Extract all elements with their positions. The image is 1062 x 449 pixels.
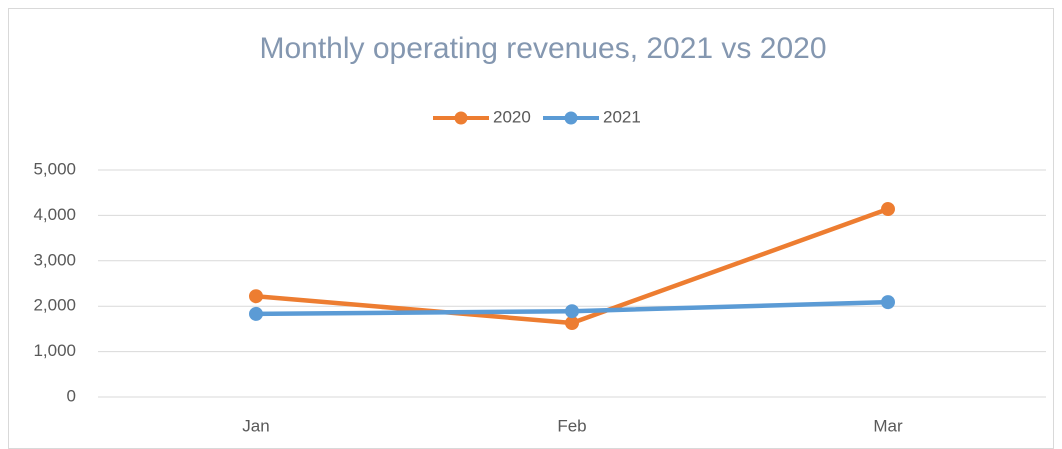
point — [249, 289, 263, 304]
point — [565, 315, 579, 330]
legend-marker — [564, 111, 578, 125]
legend-label: 2021 — [603, 107, 641, 126]
x-tick-label: Feb — [557, 416, 586, 435]
point — [881, 295, 895, 310]
y-tick-label: 1,000 — [33, 341, 76, 360]
y-tick-label: 3,000 — [33, 250, 76, 269]
legend-marker — [454, 111, 468, 125]
chart-border — [8, 8, 1054, 449]
point — [881, 202, 895, 217]
chart-title: Monthly operating revenues, 2021 vs 2020 — [259, 32, 826, 65]
point — [249, 306, 263, 321]
y-tick-label: 4,000 — [33, 205, 76, 224]
y-tick-label: 5,000 — [33, 159, 76, 178]
x-tick-label: Jan — [242, 416, 269, 435]
x-tick-label: Mar — [873, 416, 903, 435]
point — [565, 304, 579, 319]
y-tick-label: 2,000 — [33, 296, 76, 315]
y-tick-label: 0 — [67, 386, 76, 405]
legend-label: 2020 — [493, 107, 531, 126]
